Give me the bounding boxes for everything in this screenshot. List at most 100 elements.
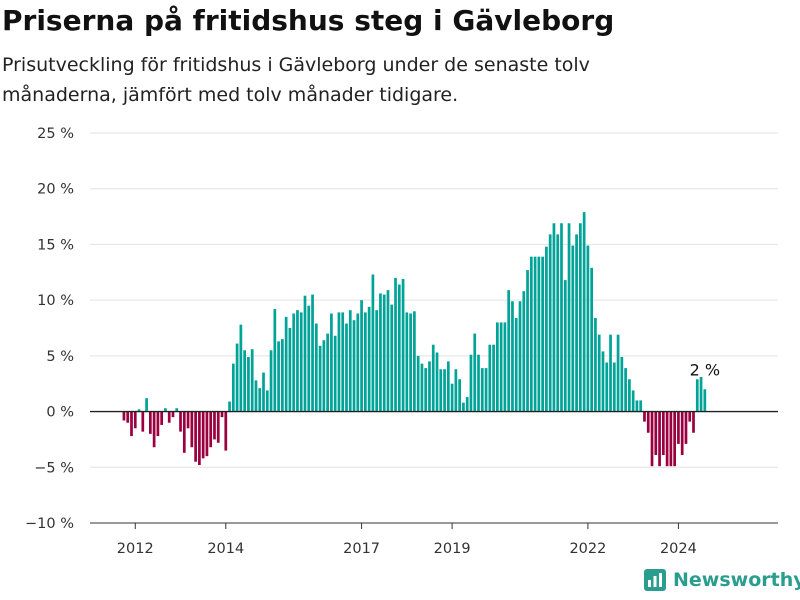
bar (650, 411, 654, 467)
bar (499, 322, 503, 412)
bar (578, 223, 582, 412)
bar (126, 411, 130, 423)
bar (382, 294, 386, 412)
bar (552, 223, 556, 412)
bar (586, 245, 590, 412)
bar (386, 290, 390, 412)
bar (435, 352, 439, 412)
bar (352, 320, 356, 412)
bar (571, 245, 575, 412)
bar (171, 411, 175, 418)
bar (277, 341, 280, 412)
bar (597, 334, 601, 412)
bar (363, 312, 367, 412)
bar (673, 411, 677, 467)
bar (401, 278, 405, 412)
y-tick-label: 5 % (46, 349, 74, 365)
bar (292, 313, 296, 412)
bar (341, 312, 345, 412)
bar (462, 402, 465, 412)
bar (405, 312, 409, 412)
x-tick-label: 2017 (343, 541, 380, 557)
bar (601, 351, 605, 412)
bar (428, 361, 431, 412)
bar (167, 411, 171, 423)
bar (303, 295, 307, 412)
bar (409, 313, 412, 412)
bar (503, 322, 507, 412)
bar (296, 310, 299, 412)
bar (311, 294, 314, 412)
bar (522, 291, 526, 412)
bar (250, 349, 254, 412)
bar (330, 313, 333, 412)
y-tick-label: −10 % (25, 516, 74, 532)
y-tick-label: −5 % (34, 460, 74, 476)
bar (228, 401, 231, 412)
x-tick-label: 2024 (660, 541, 697, 557)
bar (631, 390, 635, 412)
bar (511, 301, 514, 412)
bar (243, 350, 247, 412)
bar (507, 290, 511, 412)
bar (473, 333, 477, 412)
bar (563, 280, 567, 412)
bar (533, 256, 537, 412)
bar (179, 411, 182, 432)
bar (356, 313, 360, 412)
bar (141, 411, 145, 432)
bar (186, 411, 190, 429)
bar (156, 411, 160, 437)
bar (284, 316, 288, 412)
newsworthy-logo-icon (644, 569, 666, 591)
bar (390, 304, 394, 412)
bar (137, 409, 141, 412)
bar (658, 411, 661, 467)
bar (484, 368, 488, 412)
bar (258, 388, 262, 412)
bar (654, 411, 658, 456)
bar (130, 411, 133, 437)
bar (480, 368, 484, 412)
bar (273, 309, 277, 412)
bar (205, 411, 209, 457)
bar (529, 256, 533, 412)
bar (439, 369, 443, 412)
bar (560, 223, 563, 412)
latest-value-annotation: 2 % (690, 360, 720, 379)
x-tick-label: 2019 (434, 541, 471, 557)
bar (582, 212, 586, 412)
bar (548, 234, 552, 412)
bar (665, 411, 669, 467)
bar (695, 379, 699, 412)
bar (333, 335, 337, 412)
bar (590, 267, 594, 412)
bar (133, 411, 137, 429)
bar (443, 369, 446, 412)
bar (182, 411, 186, 453)
bar (190, 411, 194, 448)
bar (465, 397, 469, 412)
bar (394, 277, 397, 412)
bar (254, 380, 258, 412)
bar (375, 310, 379, 412)
bar (152, 411, 156, 448)
bar (371, 274, 375, 412)
bar (209, 411, 213, 448)
bar (575, 234, 578, 412)
bar (322, 340, 326, 412)
bar (556, 234, 560, 412)
bar (703, 389, 707, 412)
bar (616, 334, 620, 412)
bar (348, 310, 352, 412)
bar (545, 246, 548, 412)
bar (424, 368, 428, 412)
bar (609, 334, 612, 412)
bar (639, 400, 643, 412)
bar (620, 356, 624, 412)
bar (488, 344, 492, 412)
brand-logo: Newsworthy (643, 568, 800, 592)
bar (239, 324, 243, 412)
bar (594, 317, 597, 412)
bar (413, 311, 416, 412)
